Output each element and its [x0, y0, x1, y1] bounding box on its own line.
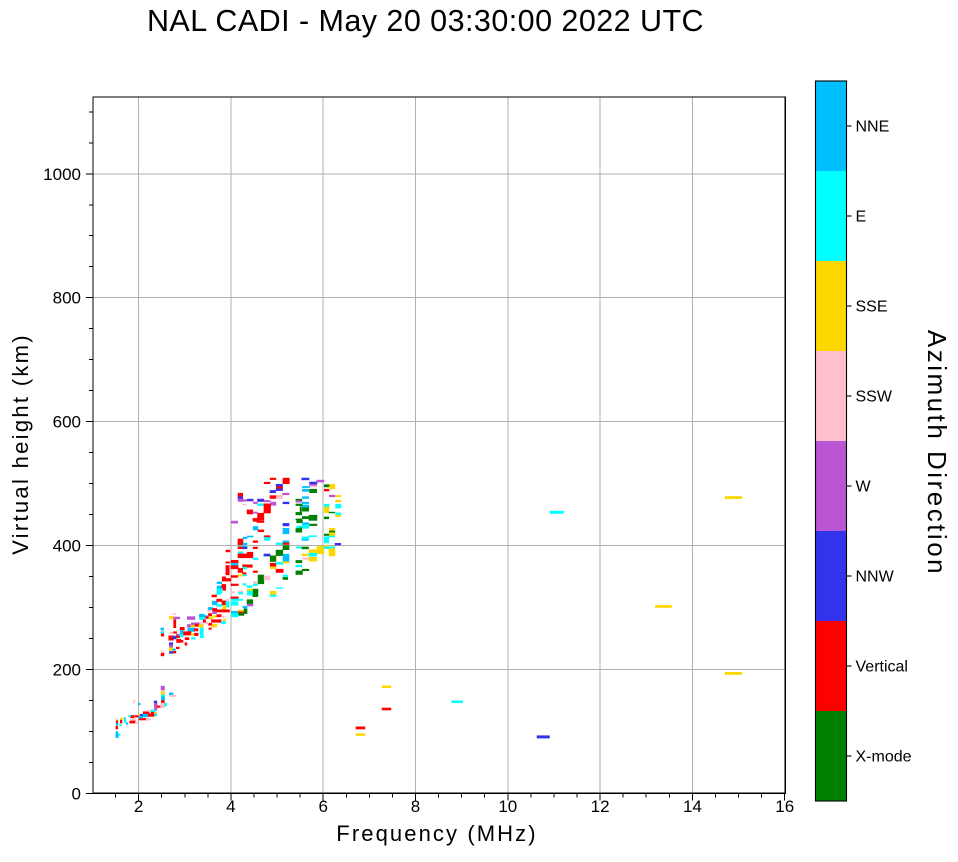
svg-text:Frequency (MHz): Frequency (MHz): [336, 821, 537, 846]
svg-text:Vertical: Vertical: [856, 659, 908, 676]
svg-text:10: 10: [498, 797, 517, 816]
svg-text:12: 12: [591, 797, 610, 816]
svg-text:NAL CADI - May 20 03:30:00 202: NAL CADI - May 20 03:30:00 2022 UTC: [147, 4, 704, 38]
svg-text:Azimuth Direction: Azimuth Direction: [922, 330, 952, 576]
svg-text:SSE: SSE: [856, 299, 888, 316]
svg-text:NNE: NNE: [856, 119, 890, 136]
svg-text:14: 14: [683, 797, 702, 816]
svg-text:600: 600: [53, 413, 81, 432]
svg-text:16: 16: [775, 797, 794, 816]
svg-text:SSW: SSW: [856, 389, 893, 406]
svg-text:200: 200: [53, 660, 81, 679]
svg-text:Virtual height (km): Virtual height (km): [8, 333, 33, 555]
svg-text:1000: 1000: [43, 165, 81, 184]
svg-text:W: W: [856, 479, 872, 496]
svg-text:0: 0: [72, 784, 81, 803]
svg-text:2: 2: [134, 797, 143, 816]
svg-text:800: 800: [53, 289, 81, 308]
svg-text:6: 6: [318, 797, 327, 816]
svg-text:8: 8: [411, 797, 420, 816]
svg-text:400: 400: [53, 537, 81, 556]
svg-text:4: 4: [226, 797, 235, 816]
svg-text:X-mode: X-mode: [856, 749, 912, 766]
svg-text:E: E: [856, 209, 867, 226]
svg-text:NNW: NNW: [856, 569, 895, 586]
